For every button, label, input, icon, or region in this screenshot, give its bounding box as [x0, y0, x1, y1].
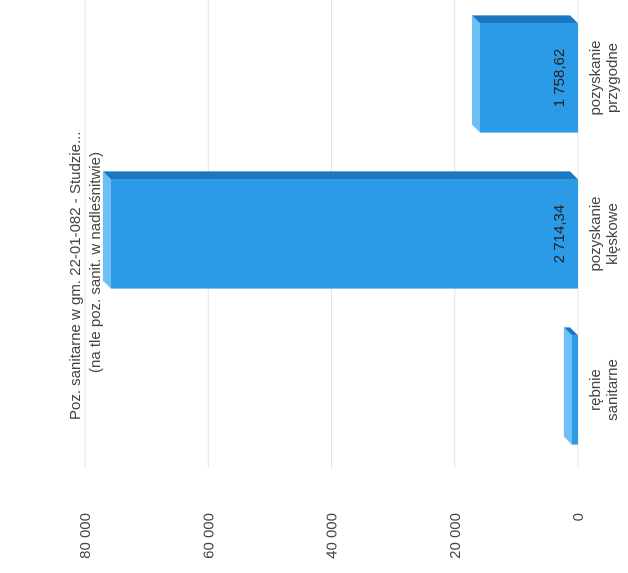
bar-top: [472, 15, 481, 133]
bar-side: [472, 15, 578, 24]
bar: [480, 23, 578, 133]
y-tick-label: 0: [570, 513, 587, 521]
bar-side: [102, 171, 578, 180]
bar: [110, 179, 578, 289]
bar-annotation: 1 758,62: [551, 49, 568, 107]
x-tick-label: klęskowe: [604, 203, 621, 265]
y-tick-label: 80 000: [77, 513, 94, 559]
x-tick-label: przygodne: [604, 43, 621, 113]
chart-subtitle: (na tle poz. sanit. w nadleśnitwie): [87, 152, 104, 373]
x-tick-label: pozyskanie: [587, 196, 604, 271]
bar-side: [563, 327, 578, 336]
y-tick-label: 20 000: [447, 513, 464, 559]
y-tick-label: 60 000: [200, 513, 217, 559]
x-tick-label: pozyskanie: [587, 40, 604, 115]
bar-top: [102, 171, 111, 289]
x-tick-label: rębnie: [587, 369, 604, 411]
bar: [571, 335, 579, 445]
rotated-chart: Poz. sanitarne w gm. 22-01-082 - Studzie…: [67, 0, 621, 559]
y-tick-label: 40 000: [324, 513, 341, 559]
chart-title: Poz. sanitarne w gm. 22-01-082 - Studzie…: [67, 132, 84, 420]
bar-annotation: 2 714,34: [551, 205, 568, 263]
x-tick-label: sanitarne: [604, 359, 621, 421]
bar-top: [563, 327, 572, 445]
